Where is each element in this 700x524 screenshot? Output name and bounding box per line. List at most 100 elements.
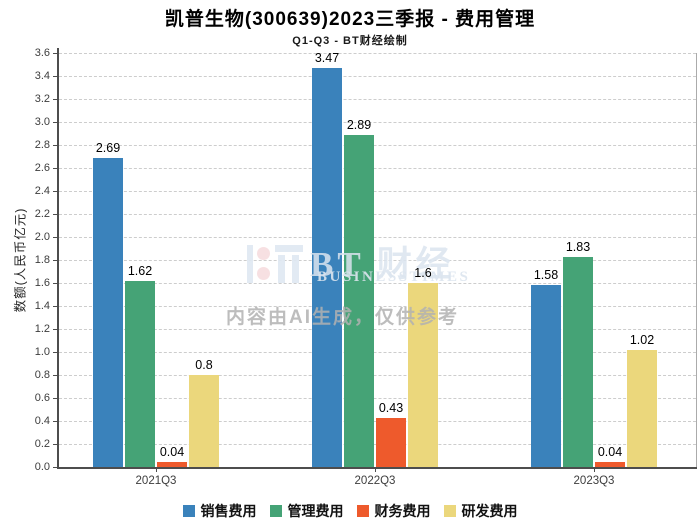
y-tick-mark: [53, 282, 58, 284]
bar-value-label: 3.47: [314, 50, 340, 65]
bar-value-label: 0.8: [195, 358, 213, 372]
bar-value-label: 1.6: [414, 266, 432, 280]
y-tick-label: 0.2: [34, 437, 50, 450]
gridline: [59, 306, 696, 307]
bar-value-label: 1.58: [533, 268, 559, 283]
legend-item: 管理费用: [269, 501, 344, 521]
y-tick-mark: [53, 52, 58, 54]
legend-item: 销售费用: [182, 501, 257, 521]
gridline: [59, 398, 696, 399]
chart-title: 凯普生物(300639)2023三季报 - 费用管理: [164, 9, 536, 30]
gridline: [59, 375, 696, 376]
gridline: [59, 237, 696, 238]
x-tick-label: 2022Q3: [354, 475, 396, 487]
bar: [189, 375, 219, 467]
legend: 销售费用 管理费用 财务费用 研发费用: [0, 501, 700, 521]
bar: [344, 134, 374, 467]
bar-value-label: 0.43: [378, 400, 404, 415]
gridline: [59, 260, 696, 261]
bar-value-label: 2.69: [95, 140, 121, 155]
y-tick-label: 3.4: [34, 69, 50, 82]
legend-label: 研发费用: [461, 503, 518, 519]
y-tick-label: 3.6: [34, 46, 50, 59]
gridline: [59, 76, 696, 77]
y-tick-label: 2.8: [34, 138, 50, 151]
y-tick-mark: [53, 121, 58, 123]
y-tick-label: 2.0: [34, 230, 50, 243]
y-tick-label: 1.6: [34, 276, 50, 289]
y-tick-mark: [53, 75, 58, 77]
legend-swatch: [269, 505, 282, 517]
gridline: [59, 329, 696, 330]
y-tick-mark: [53, 466, 58, 468]
bar: [595, 462, 625, 467]
y-tick-label: 1.2: [34, 322, 50, 335]
y-tick-label: 3.0: [34, 115, 50, 128]
x-tick-mark: [594, 468, 595, 472]
y-tick-label: 1.8: [34, 253, 50, 266]
y-tick-mark: [53, 397, 58, 399]
y-tick-label: 2.6: [34, 161, 50, 174]
y-tick-mark: [53, 351, 58, 353]
y-tick-label: 0.4: [34, 414, 50, 427]
y-tick-label: 0.6: [34, 391, 50, 404]
legend-label: 财务费用: [374, 503, 431, 519]
chart-subtitle: Q1-Q3 - BT财经绘制: [292, 35, 408, 47]
bar-value-label: 2.89: [346, 117, 372, 132]
bar: [531, 285, 561, 467]
gridline: [59, 214, 696, 215]
bar: [563, 256, 593, 467]
bar-value-label: 0.04: [159, 445, 185, 460]
legend-label: 管理费用: [287, 503, 344, 519]
gridline: [59, 99, 696, 100]
bar-value-label: 1.62: [127, 263, 153, 278]
y-tick-label: 3.2: [34, 92, 50, 105]
gridline: [59, 122, 696, 123]
y-tick-label: 1.0: [34, 345, 50, 358]
legend-item: 财务费用: [356, 501, 431, 521]
y-tick-mark: [53, 213, 58, 215]
legend-swatch: [182, 505, 195, 517]
bar: [125, 280, 155, 467]
legend-label: 销售费用: [200, 503, 257, 519]
legend-swatch: [356, 505, 369, 517]
y-tick-mark: [53, 98, 58, 100]
gridline: [59, 352, 696, 353]
gridline: [59, 283, 696, 284]
y-tick-mark: [53, 328, 58, 330]
bar: [408, 283, 438, 467]
bar-value-label: 0.04: [597, 445, 623, 460]
x-tick-label: 2023Q3: [573, 475, 615, 487]
y-tick-mark: [53, 236, 58, 238]
x-tick-mark: [156, 468, 157, 472]
y-tick-mark: [53, 190, 58, 192]
y-tick-mark: [53, 305, 58, 307]
y-tick-label: 2.2: [34, 207, 50, 220]
gridline: [59, 145, 696, 146]
y-tick-label: 0.8: [34, 368, 50, 381]
bar: [376, 417, 406, 467]
y-axis-line: [57, 48, 59, 467]
bar: [93, 157, 123, 467]
bar: [157, 462, 187, 467]
bar: [312, 67, 342, 467]
y-tick-label: 2.4: [34, 184, 50, 197]
bar: [627, 349, 657, 467]
plot-area: 2.69 3.47 1.58 1.62 2.89 1.83 0.04 0.43 0.04 0.8 1…: [57, 48, 697, 469]
bar-value-label: 1.02: [629, 332, 655, 347]
y-tick-label: 1.4: [34, 299, 50, 312]
gridline: [59, 191, 696, 192]
gridline: [59, 168, 696, 169]
y-tick-mark: [53, 443, 58, 445]
gridline: [59, 53, 696, 54]
y-tick-mark: [53, 144, 58, 146]
y-tick-mark: [53, 374, 58, 376]
legend-swatch: [443, 505, 456, 517]
legend-item: 研发费用: [443, 501, 518, 521]
y-tick-mark: [53, 420, 58, 422]
y-tick-mark: [53, 259, 58, 261]
y-tick-mark: [53, 167, 58, 169]
plot-border-right: [696, 53, 697, 467]
x-tick-label: 2021Q3: [135, 475, 177, 487]
